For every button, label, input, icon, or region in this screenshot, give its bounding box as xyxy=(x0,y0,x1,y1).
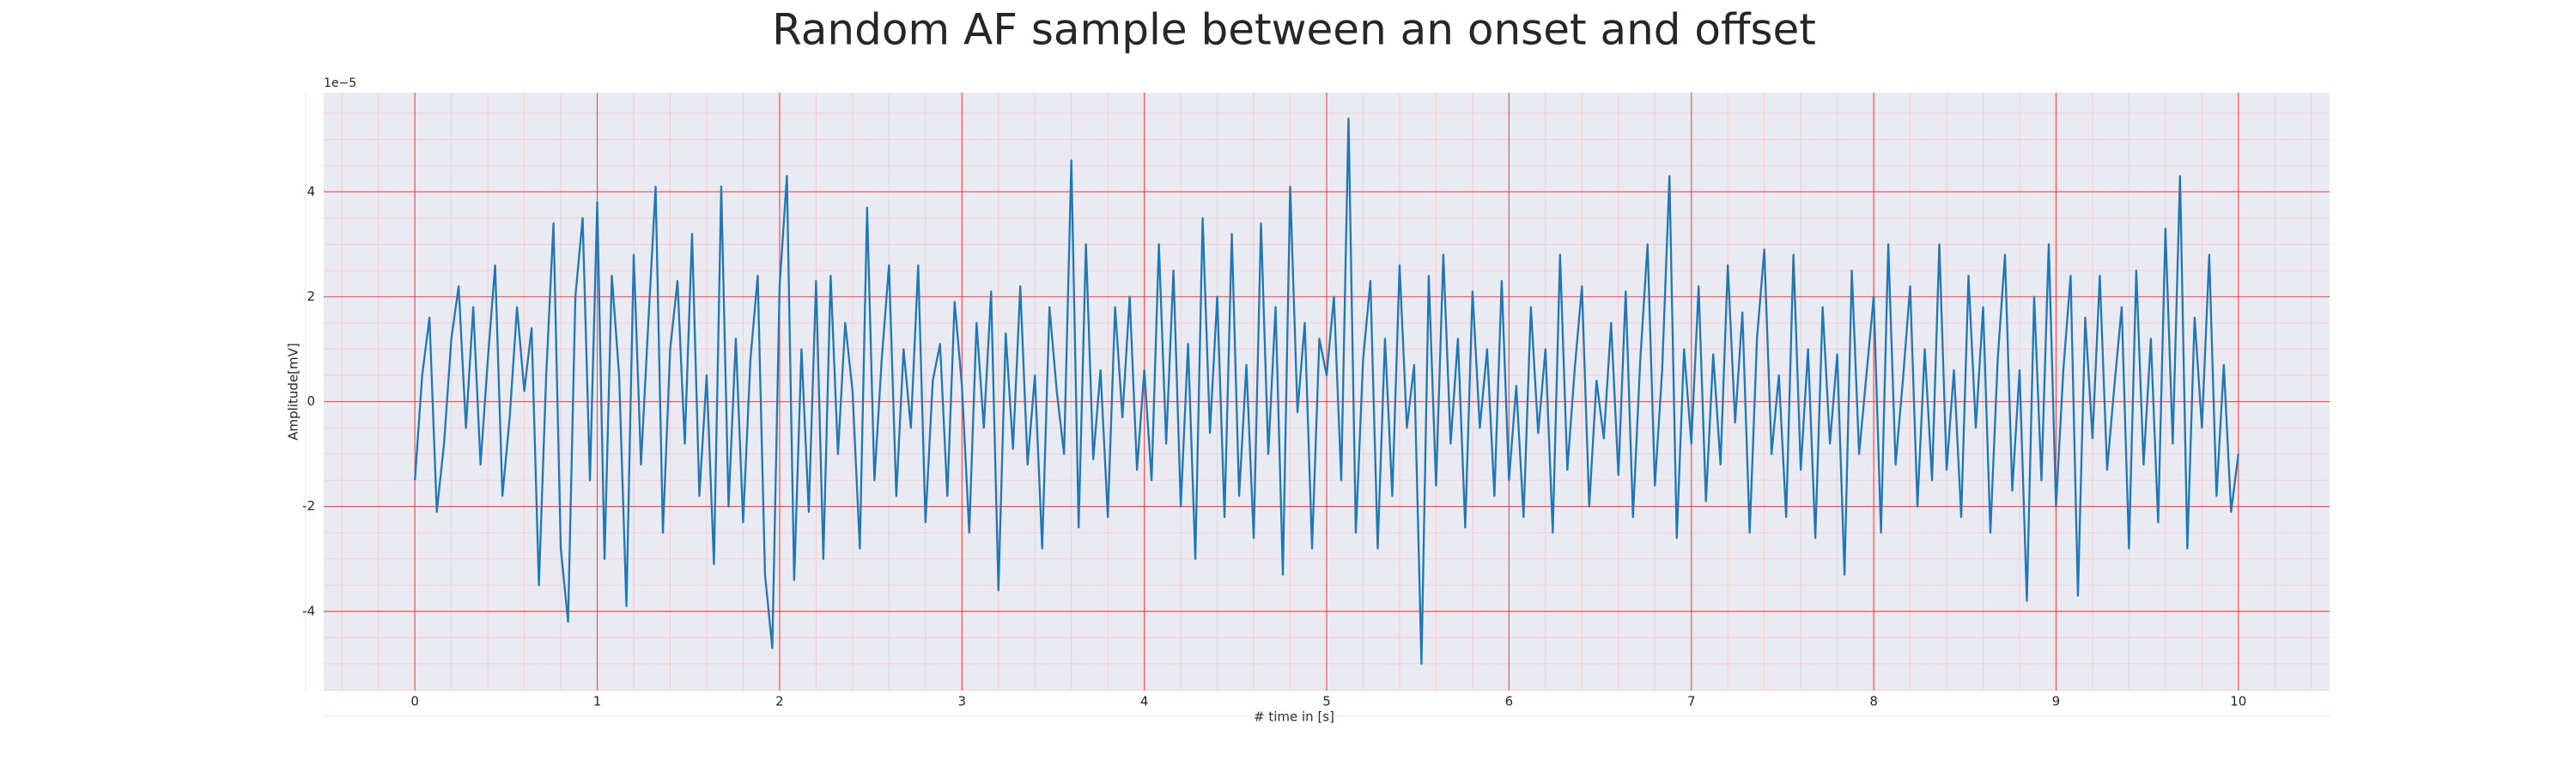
x-axis-label: # time in [s] xyxy=(1254,709,1334,725)
y-offset-label: 1e−5 xyxy=(324,76,356,90)
x-tick-label: 9 xyxy=(2052,694,2061,709)
y-tick-label: 0 xyxy=(307,393,315,409)
x-tick-label: 6 xyxy=(1505,694,1514,709)
x-tick-label: 10 xyxy=(2230,694,2246,709)
y-tick-label: 2 xyxy=(307,289,315,304)
y-tick-label: -2 xyxy=(302,498,315,514)
x-tick-label: 0 xyxy=(410,694,419,709)
x-tick-label: 7 xyxy=(1687,694,1696,709)
x-tick-label: 3 xyxy=(957,694,966,709)
x-tick-label: 8 xyxy=(1869,694,1878,709)
signal-line xyxy=(414,117,2239,666)
chart-title: Random AF sample between an onset and of… xyxy=(772,5,1816,55)
y-tick-label: 4 xyxy=(307,184,315,199)
y-axis-label: Amplitude[mV] xyxy=(286,343,301,440)
x-tick-label: 1 xyxy=(593,694,602,709)
y-tick-label: -4 xyxy=(302,603,315,618)
x-tick-label: 4 xyxy=(1140,694,1149,709)
x-tick-label: 5 xyxy=(1322,694,1331,709)
x-tick-label: 2 xyxy=(775,694,784,709)
